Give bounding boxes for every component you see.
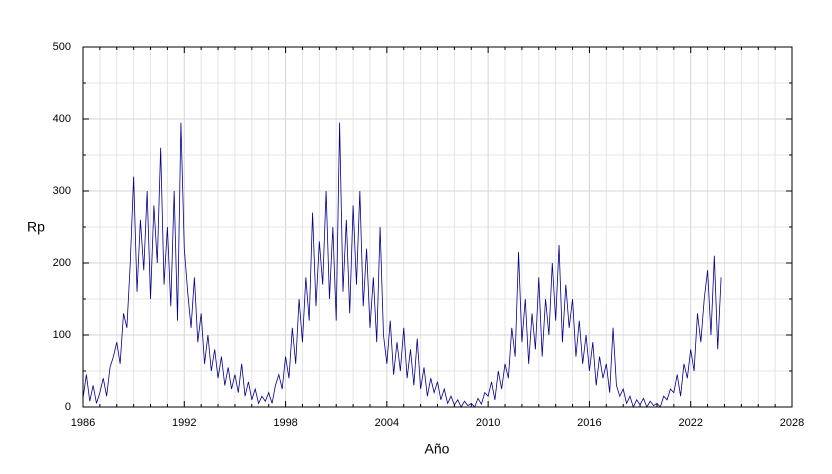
y-tick-label: 100 [53, 329, 71, 341]
x-tick-label: 1998 [273, 417, 297, 429]
y-tick-label: 200 [53, 257, 71, 269]
x-tick-label: 1986 [71, 417, 95, 429]
y-tick-label: 400 [53, 113, 71, 125]
x-tick-label: 2016 [577, 417, 601, 429]
data-line [82, 122, 722, 409]
x-tick-label: 2004 [375, 417, 399, 429]
x-axis-label: Año [425, 441, 450, 457]
y-tick-label: 0 [65, 401, 71, 413]
y-tick-label: 500 [53, 41, 71, 53]
x-tick-label: 2022 [678, 417, 702, 429]
x-tick-label: 2028 [780, 417, 804, 429]
x-tick-label: 1992 [172, 417, 196, 429]
x-tick-label: 2010 [476, 417, 500, 429]
y-axis-label: Rp [27, 219, 45, 235]
y-tick-label: 300 [53, 185, 71, 197]
